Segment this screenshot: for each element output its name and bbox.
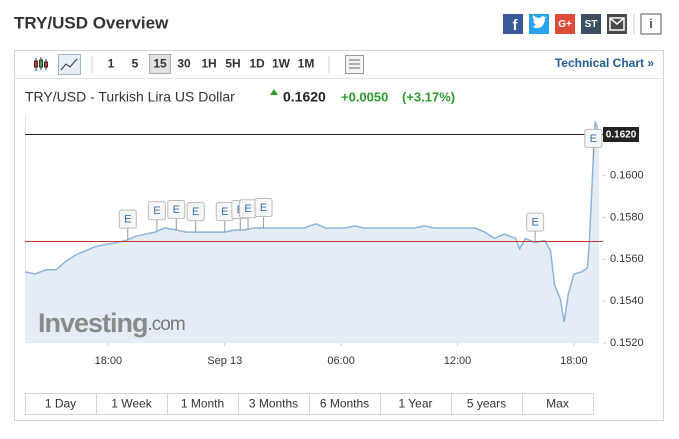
area: [25, 121, 600, 343]
info-icon[interactable]: [640, 13, 662, 35]
plot: 0.1620 0.1520 0.1540 0.1560 0.1580 0.1600 18:0…: [24, 115, 644, 367]
page-title: TRY/USD Overview: [14, 13, 169, 32]
x-tick-label: 18:00: [95, 355, 123, 367]
watermark-brand-text: Investing: [38, 308, 148, 338]
technical-chart-link[interactable]: Technical Chart »: [555, 56, 654, 70]
y-tick-label: 0.1560: [610, 253, 644, 265]
range-button[interactable]: 1 Day: [45, 397, 76, 411]
googleplus-label[interactable]: G+: [558, 19, 572, 30]
range-button[interactable]: 3 Months: [249, 397, 298, 411]
x-tick-label: 06:00: [327, 355, 355, 367]
event-label[interactable]: E: [124, 214, 131, 226]
facebook-icon[interactable]: [503, 14, 523, 34]
stocktwits-icon[interactable]: [581, 14, 601, 34]
watermark-brand: Investing.com: [38, 308, 185, 338]
event-label[interactable]: E: [244, 203, 251, 215]
y-tick-label: 0.1580: [610, 211, 644, 223]
info-label[interactable]: i: [649, 16, 653, 31]
y-tick-label: 0.1540: [610, 295, 644, 307]
googleplus-icon[interactable]: [555, 14, 575, 34]
range-button[interactable]: Max: [546, 397, 569, 411]
y-tick-label: 0.1600: [610, 170, 644, 182]
interval-selected[interactable]: [149, 54, 171, 74]
x-tick-label: 18:00: [560, 355, 588, 367]
event-marker[interactable]: [147, 201, 166, 221]
last-price: 0.1620: [283, 89, 326, 105]
event-label[interactable]: E: [260, 202, 267, 214]
range-button[interactable]: 5 years: [467, 397, 506, 411]
event-label[interactable]: E: [531, 217, 538, 229]
interval-button[interactable]: 1W: [272, 57, 291, 71]
interval-button[interactable]: 1H: [201, 57, 216, 71]
event-marker[interactable]: [254, 197, 273, 217]
range-button[interactable]: 1 Year: [398, 397, 432, 411]
up-arrow: [270, 89, 278, 95]
watermark-suffix: .com: [148, 314, 185, 335]
line-icon[interactable]: [58, 54, 81, 75]
calendar-glyph: [349, 59, 360, 69]
event-label[interactable]: E: [221, 206, 228, 218]
price-tag-label: 0.1620: [606, 130, 637, 141]
event-marker[interactable]: [526, 212, 545, 232]
event-label[interactable]: E: [173, 204, 180, 216]
twitter-bird: [532, 15, 547, 29]
event-label[interactable]: E: [192, 206, 199, 218]
event-marker[interactable]: [118, 209, 137, 229]
interval-button[interactable]: 1M: [298, 57, 315, 71]
interval-button[interactable]: 15: [153, 57, 167, 71]
event-marker[interactable]: [167, 200, 186, 220]
x-tick-label: 12:00: [444, 355, 472, 367]
event-marker[interactable]: [584, 128, 603, 148]
interval-button[interactable]: 1: [108, 57, 115, 71]
mail-glyph: [609, 17, 625, 31]
stocktwits-label[interactable]: ST: [585, 19, 598, 30]
y-tick-label: 0.1520: [610, 337, 644, 349]
price-line: [24, 121, 600, 323]
line-glyph: [60, 58, 78, 71]
x-tick-label: Sep 13: [207, 355, 242, 367]
event-marker[interactable]: [186, 202, 205, 222]
event-label[interactable]: E: [590, 133, 597, 145]
range-button[interactable]: 1 Month: [181, 397, 224, 411]
price-change-percent: (+3.17%): [402, 89, 455, 104]
interval-button[interactable]: 30: [177, 57, 191, 71]
interval-button[interactable]: 1D: [249, 57, 265, 71]
facebook-label[interactable]: f: [513, 17, 519, 34]
range-button[interactable]: 6 Months: [320, 397, 369, 411]
instrument-name: TRY/USD - Turkish Lira US Dollar: [25, 89, 235, 105]
event-label[interactable]: E: [153, 205, 160, 217]
price-change: +0.0050: [341, 89, 388, 104]
interval-button[interactable]: 5: [132, 57, 139, 71]
candle-icon[interactable]: [34, 57, 48, 71]
price-tag: [603, 127, 639, 142]
interval-button[interactable]: 5H: [225, 57, 240, 71]
range-button[interactable]: 1 Week: [111, 397, 152, 411]
